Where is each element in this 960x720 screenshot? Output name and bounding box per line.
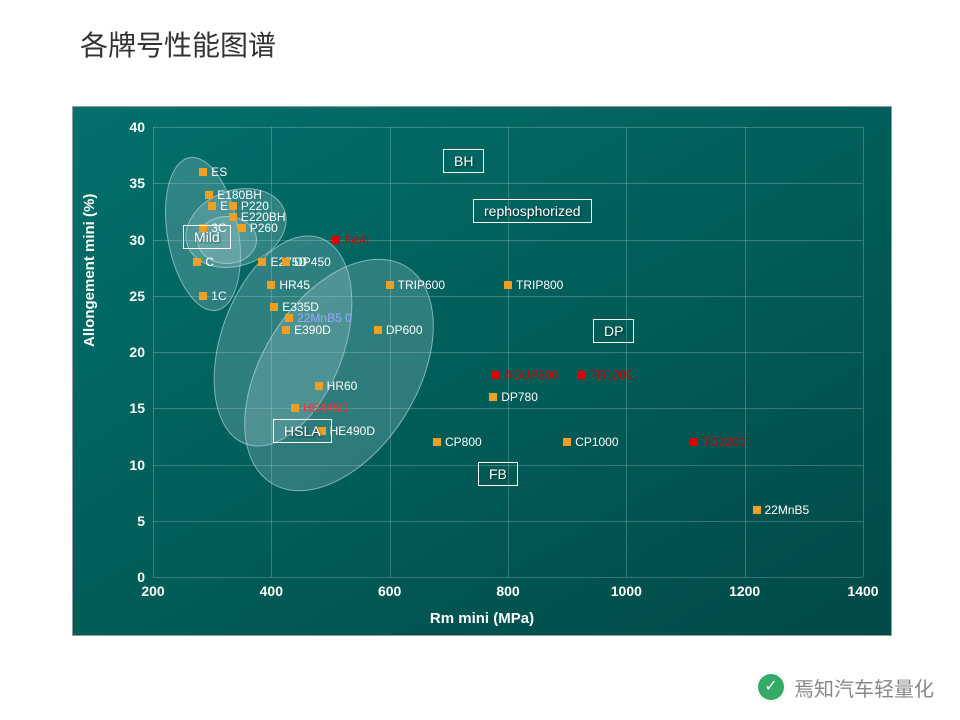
- data-point-label: DP780: [501, 390, 538, 404]
- data-point-label: C: [205, 255, 214, 269]
- data-point: [205, 191, 213, 199]
- data-point-label: HE445D: [303, 401, 348, 415]
- y-tick-label: 30: [129, 232, 145, 248]
- data-point-label: HE490D: [330, 424, 375, 438]
- data-point-label: TD1000: [590, 368, 633, 382]
- data-point: [199, 168, 207, 176]
- y-axis-label: Allongement mini (%): [81, 194, 98, 347]
- data-point-label: CP800: [445, 435, 482, 449]
- data-point-label: HR60: [327, 379, 358, 393]
- y-tick-label: 5: [137, 513, 145, 529]
- data-point-label: 22MnB5: [765, 503, 810, 517]
- data-point: [282, 258, 290, 266]
- data-point: [270, 303, 278, 311]
- category-box: BH: [443, 149, 484, 173]
- x-axis-label: Rm mini (MPa): [430, 610, 534, 627]
- data-point: [291, 404, 299, 412]
- data-point: [267, 281, 275, 289]
- category-box: rephosphorized: [473, 199, 592, 223]
- data-point-label: TRIP800: [516, 278, 563, 292]
- plot-area: 2004006008001000120014000510152025303540…: [153, 127, 863, 577]
- data-point-label: CP1000: [575, 435, 618, 449]
- y-tick-label: 0: [137, 569, 145, 585]
- page-title: 各牌号性能图谱: [80, 24, 276, 64]
- chart-panel: Allongement mini (%) Rm mini (MPa) 20040…: [72, 106, 892, 636]
- data-point: [386, 281, 394, 289]
- x-tick-label: 600: [378, 583, 401, 599]
- data-point: [229, 213, 237, 221]
- data-point: [578, 371, 586, 379]
- x-tick-label: 200: [141, 583, 164, 599]
- y-tick-label: 25: [129, 288, 145, 304]
- data-point: [199, 292, 207, 300]
- data-point: [374, 326, 382, 334]
- gridline-h: [153, 183, 863, 184]
- data-point: [492, 371, 500, 379]
- data-point-label: ES: [211, 165, 227, 179]
- data-point-label: TRIP600: [398, 278, 445, 292]
- data-point: [238, 224, 246, 232]
- wechat-logo-icon: [756, 672, 786, 702]
- data-point-label: TD1200: [702, 435, 745, 449]
- x-tick-label: 1000: [611, 583, 642, 599]
- data-point: [332, 236, 340, 244]
- category-box: DP: [593, 319, 634, 343]
- watermark: 焉知汽车轻量化: [756, 672, 934, 702]
- data-point: [258, 258, 266, 266]
- data-point: [690, 438, 698, 446]
- y-tick-label: 20: [129, 344, 145, 360]
- category-box: FB: [478, 462, 518, 486]
- x-tick-label: 800: [496, 583, 519, 599]
- y-tick-label: 10: [129, 457, 145, 473]
- data-point-label: 1C: [211, 289, 226, 303]
- data-point-label: AGUP800: [504, 368, 558, 382]
- category-box: HSLA: [273, 419, 332, 443]
- data-point: [315, 382, 323, 390]
- data-point: [563, 438, 571, 446]
- data-point-label: FeAl: [344, 233, 369, 247]
- y-tick-label: 35: [129, 175, 145, 191]
- gridline-v: [863, 127, 864, 577]
- data-point: [285, 314, 293, 322]
- category-box: Mild: [183, 225, 231, 249]
- data-point: [433, 438, 441, 446]
- data-point: [229, 202, 237, 210]
- data-point-label: P260: [250, 221, 278, 235]
- y-tick-label: 40: [129, 119, 145, 135]
- gridline-h: [153, 127, 863, 128]
- data-point: [504, 281, 512, 289]
- gridline-h: [153, 577, 863, 578]
- data-point: [208, 202, 216, 210]
- data-point-label: E390D: [294, 323, 331, 337]
- data-point-label: DP450: [294, 255, 331, 269]
- data-point: [489, 393, 497, 401]
- data-point: [282, 326, 290, 334]
- data-point-label: HR45: [279, 278, 310, 292]
- gridline-h: [153, 521, 863, 522]
- data-point-label: E: [220, 199, 228, 213]
- data-point: [193, 258, 201, 266]
- x-tick-label: 1200: [729, 583, 760, 599]
- data-point: [753, 506, 761, 514]
- y-tick-label: 15: [129, 400, 145, 416]
- x-tick-label: 400: [260, 583, 283, 599]
- data-point-label: DP600: [386, 323, 423, 337]
- watermark-text: 焉知汽车轻量化: [794, 673, 934, 702]
- x-tick-label: 1400: [847, 583, 878, 599]
